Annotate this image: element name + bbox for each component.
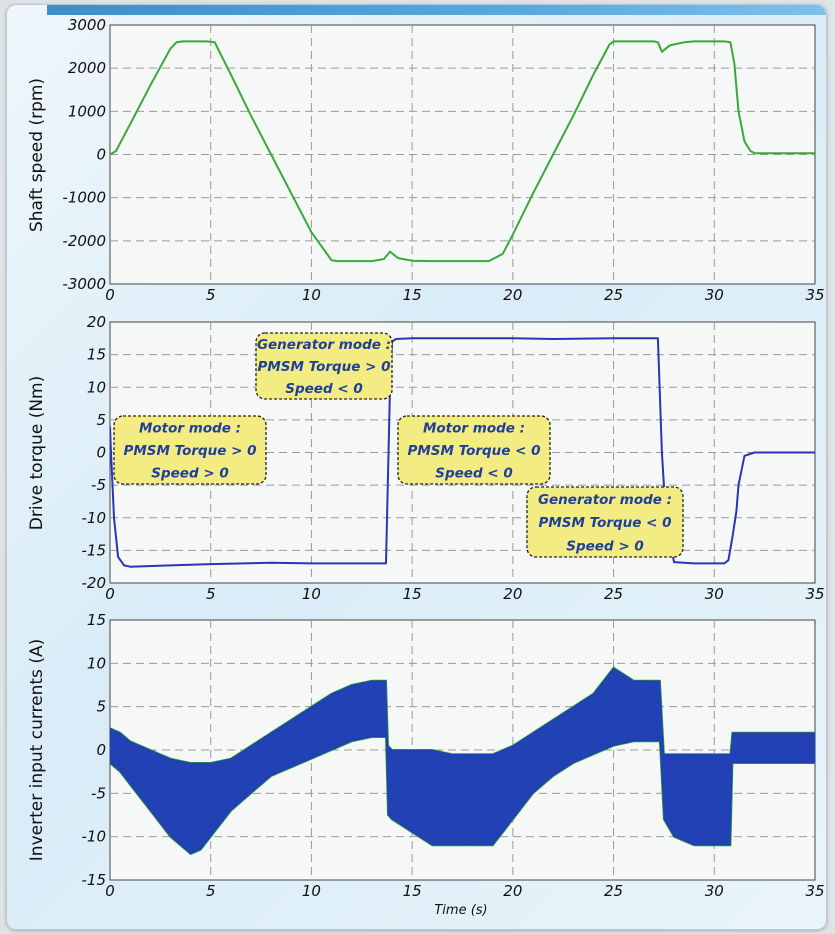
torque-xtick-label: 35 (805, 585, 824, 603)
current-ytick-label: 5 (96, 698, 106, 716)
current-ytick-label: -10 (82, 828, 107, 846)
annotation-line: PMSM Torque < 0 (407, 443, 540, 459)
speed-xtick-label: 0 (105, 286, 115, 304)
current-xtick-label: 15 (403, 882, 422, 900)
annotation-box (397, 415, 551, 485)
speed-panel: 0 5 10 15 20 25 30 35 -3000 -2000 -1000 0 1000 2000 30… (62, 16, 824, 304)
torque-xtick-label: 30 (705, 585, 724, 603)
torque-xtick-label: 5 (206, 585, 216, 603)
speed-xtick-label: 15 (403, 286, 422, 304)
speed-series-line (110, 40, 815, 263)
torque-ytick-label: 15 (87, 346, 106, 364)
speed-xtick-label: 20 (503, 286, 522, 304)
torque-ytick-label: 20 (87, 313, 106, 331)
annotation-generator-mode-1: Generator mode : PMSM Torque > 0 Speed < 0 (255, 332, 393, 400)
speed-ytick-label: 1000 (68, 102, 106, 120)
speed-xtick-label: 5 (206, 286, 216, 304)
annotation-line: Speed < 0 (435, 466, 512, 482)
current-ylabel: Inverter input currents (A) (27, 639, 47, 861)
annotation-line: Generator mode : (257, 337, 391, 353)
annotation-line: PMSM Torque > 0 (257, 359, 390, 375)
speed-xtick-label: 30 (705, 286, 724, 304)
torque-xtick-label: 15 (403, 585, 422, 603)
speed-ytick-label: 3000 (68, 16, 106, 34)
torque-xtick-label: 25 (604, 585, 623, 603)
current-ytick-label: 15 (87, 611, 106, 629)
torque-series-line (110, 337, 815, 568)
annotation-line: Speed > 0 (151, 466, 228, 482)
annotation-motor-mode-2: Motor mode : PMSM Torque < 0 Speed < 0 (397, 415, 551, 485)
speed-ytick-label: 0 (96, 146, 106, 164)
torque-ytick-label: -15 (82, 541, 107, 559)
speed-ylabel: Shaft speed (rpm) (27, 78, 47, 232)
current-ytick-label: 10 (87, 654, 106, 672)
current-ytick-label: -15 (82, 871, 107, 889)
annotation-motor-mode-1: Motor mode : PMSM Torque > 0 Speed > 0 (113, 415, 267, 485)
current-ytick-label: 0 (96, 741, 106, 759)
current-ytick-label: -5 (91, 784, 106, 802)
torque-ytick-label: 5 (96, 411, 106, 429)
current-xtick-label: 5 (206, 882, 216, 900)
speed-xtick-label: 35 (805, 286, 824, 304)
annotation-line: PMSM Torque < 0 (538, 515, 671, 531)
current-xtick-label: 20 (503, 882, 522, 900)
current-xtick-label: 10 (302, 882, 321, 900)
torque-xtick-label: 0 (105, 585, 115, 603)
annotation-box (526, 486, 684, 558)
annotation-line: Motor mode : (139, 420, 241, 436)
torque-ytick-label: -10 (82, 509, 107, 527)
current-band-texture (110, 668, 815, 854)
speed-ytick-label: -1000 (62, 189, 106, 207)
annotation-line: Speed > 0 (566, 538, 643, 554)
annotation-line: Motor mode : (423, 420, 525, 436)
torque-ytick-label: 0 (96, 444, 106, 462)
speed-ytick-label: 2000 (68, 59, 106, 77)
current-xtick-label: 0 (105, 882, 115, 900)
speed-xtick-label: 25 (604, 286, 623, 304)
current-xtick-label: 35 (805, 882, 824, 900)
torque-xtick-label: 10 (302, 585, 321, 603)
annotation-line: PMSM Torque > 0 (123, 443, 256, 459)
speed-xtick-label: 10 (302, 286, 321, 304)
torque-ytick-label: -5 (91, 476, 106, 494)
annotation-line: Speed < 0 (285, 381, 362, 397)
current-panel: 0 5 10 15 20 25 30 35 -15 -10 -5 0 5 10 15 (82, 611, 825, 900)
annotation-box (255, 332, 393, 400)
torque-ylabel: Drive torque (Nm) (27, 376, 47, 530)
speed-ytick-label: -3000 (62, 275, 106, 293)
torque-ytick-label: 10 (87, 378, 106, 396)
current-xtick-label: 25 (604, 882, 623, 900)
frame-accent-bar (47, 5, 826, 15)
annotation-line: Generator mode : (538, 492, 672, 508)
annotation-box (113, 415, 267, 485)
time-xlabel: Time (s) (434, 903, 487, 918)
torque-xtick-label: 20 (503, 585, 522, 603)
torque-ytick-label: -20 (82, 574, 107, 592)
speed-ytick-label: -2000 (62, 232, 106, 250)
current-xtick-label: 30 (705, 882, 724, 900)
annotation-generator-mode-2: Generator mode : PMSM Torque < 0 Speed > 0 (526, 486, 684, 558)
